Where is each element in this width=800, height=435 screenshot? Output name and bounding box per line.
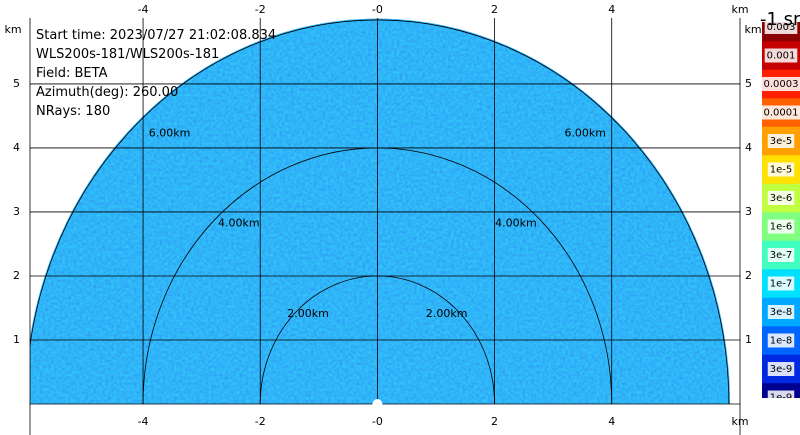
- x-tick-label: -2: [255, 3, 266, 16]
- x-tick-label: 4: [608, 415, 615, 428]
- colorbar-label-bg: [767, 390, 795, 398]
- axis-unit-label: km: [4, 23, 21, 36]
- colorbar-label-bg: [767, 248, 795, 262]
- x-tick-label: -0: [372, 415, 383, 428]
- colorbar-tick-label: 0.001: [767, 51, 796, 62]
- colorbar-tick-label: 0.0001: [764, 108, 799, 119]
- y-tick-label: 1: [745, 333, 752, 346]
- y-tick-label: 4: [745, 141, 752, 154]
- colorbar-tick-label: 3e-5: [770, 136, 793, 147]
- colorbar-label-bg: [767, 162, 795, 177]
- range-ring: [142, 147, 613, 404]
- colorbar-tick-label: 0.003: [767, 22, 796, 33]
- sector-texture: [30, 18, 731, 404]
- range-ring-label: 6.00km: [149, 126, 191, 139]
- colorbar-title: -1 sr: [760, 9, 800, 30]
- colorbar: 0.003 0.001 0.0003 0.0001 3e-5 1e-5 3e-6 1e-6 3e…: [762, 22, 800, 404]
- colorbar-tick-label: 1e-7: [770, 279, 793, 290]
- colorbar-tick-label: 3e-8: [770, 307, 793, 318]
- y-tick-label: 2: [13, 269, 20, 282]
- colorbar-label-bg: [764, 48, 798, 63]
- annotation: Azimuth(deg): 260.00: [36, 85, 178, 100]
- colorbar-tick-label: 1e-8: [770, 336, 793, 347]
- colorbar-label-bg: [762, 105, 800, 120]
- range-ring-label: 4.00km: [218, 217, 260, 230]
- colorbar-tick-label: 1e-9: [770, 393, 793, 404]
- colorbar-tick-label: 3e-6: [770, 193, 793, 204]
- x-tick-label: 2: [491, 415, 498, 428]
- y-tick-label: 2: [745, 269, 752, 282]
- y-tick-label: 3: [745, 205, 752, 218]
- colorbar-label-bg: [767, 362, 795, 376]
- range-ring-label: 6.00km: [564, 126, 606, 139]
- y-tick-label: 4: [13, 141, 20, 154]
- colorbar-label-bg: [762, 77, 800, 91]
- annotation: WLS200s-181/WLS200s-181: [36, 47, 219, 62]
- colorbar-label-bg: [767, 333, 795, 348]
- axis-unit-label: km: [744, 23, 761, 36]
- colorbar-label-bg: [767, 305, 795, 319]
- colorbar-label-bg: [764, 22, 798, 34]
- colorbar-tick-label: 0.0003: [764, 79, 799, 90]
- y-tick-label: 5: [13, 77, 20, 90]
- x-tick-label: -4: [138, 415, 149, 428]
- x-tick-label: 2: [491, 3, 498, 16]
- annotation: Start time: 2023/07/27 21:02:08.834: [36, 28, 276, 43]
- radar-site: [372, 399, 383, 409]
- x-tick-label: -4: [138, 3, 149, 16]
- x-tick-label: -0: [372, 3, 383, 16]
- annotation: NRays: 180: [36, 104, 110, 119]
- colorbar-tick-label: 3e-9: [770, 364, 793, 375]
- range-ring-label: 4.00km: [495, 217, 537, 230]
- range-ring-label: 2.00km: [426, 307, 468, 320]
- y-tick-label: 5: [745, 77, 752, 90]
- colorbar-tick-label: 3e-7: [770, 250, 793, 261]
- colorbar-tick-label: 1e-5: [770, 165, 793, 176]
- colorbar-label-bg: [767, 276, 795, 291]
- y-tick-label: 3: [13, 205, 20, 218]
- y-tick-label: 1: [13, 333, 20, 346]
- range-ring-label: 2.00km: [287, 307, 329, 320]
- x-tick-label: -2: [255, 415, 266, 428]
- colorbar-tick-label: 1e-6: [770, 222, 793, 233]
- colorbar-label-bg: [767, 219, 795, 234]
- annotation: Field: BETA: [36, 66, 108, 81]
- range-ring: [30, 19, 730, 404]
- colorbar-label-bg: [767, 134, 795, 148]
- axis-unit-label: km: [731, 415, 748, 428]
- plot-area: [30, 18, 740, 404]
- x-tick-label: 4: [608, 3, 615, 16]
- colorbar-label-bg: [767, 191, 795, 205]
- axis-unit-label: km: [731, 3, 748, 16]
